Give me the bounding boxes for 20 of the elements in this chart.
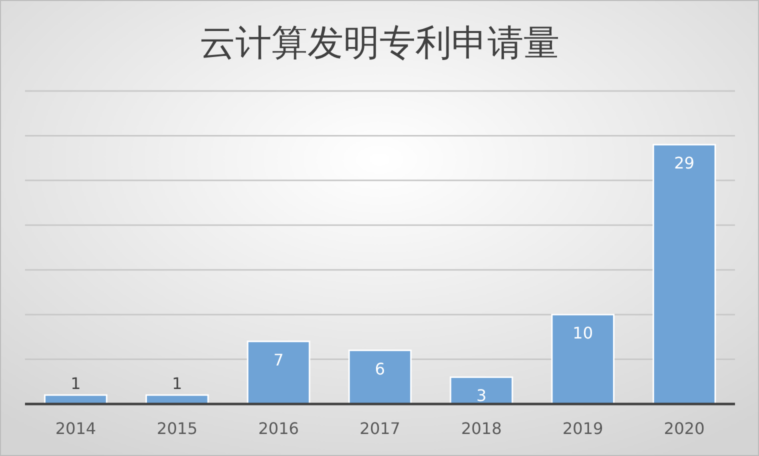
x-tick-label: 2017: [360, 419, 400, 438]
data-label: 1: [70, 374, 81, 394]
chart-title: 云计算发明专利申请量: [200, 23, 560, 64]
bar: [551, 314, 615, 405]
x-tick-label: 2014: [55, 419, 96, 438]
bar: [348, 350, 412, 405]
data-label: 1: [172, 374, 182, 394]
x-tick-label: 2019: [562, 419, 604, 438]
bar: [246, 340, 310, 405]
data-label: 10: [572, 324, 594, 343]
x-tick-label: 2018: [461, 419, 502, 438]
x-tick-label: 2020: [664, 419, 705, 438]
data-label: 7: [273, 350, 284, 370]
x-tick-label: 2016: [258, 419, 299, 438]
data-label: 3: [476, 386, 487, 406]
bar: [450, 376, 514, 405]
bar: [652, 144, 716, 405]
data-label: 29: [674, 154, 694, 173]
x-tick-label: 2015: [156, 419, 198, 438]
data-label: 6: [374, 359, 386, 378]
